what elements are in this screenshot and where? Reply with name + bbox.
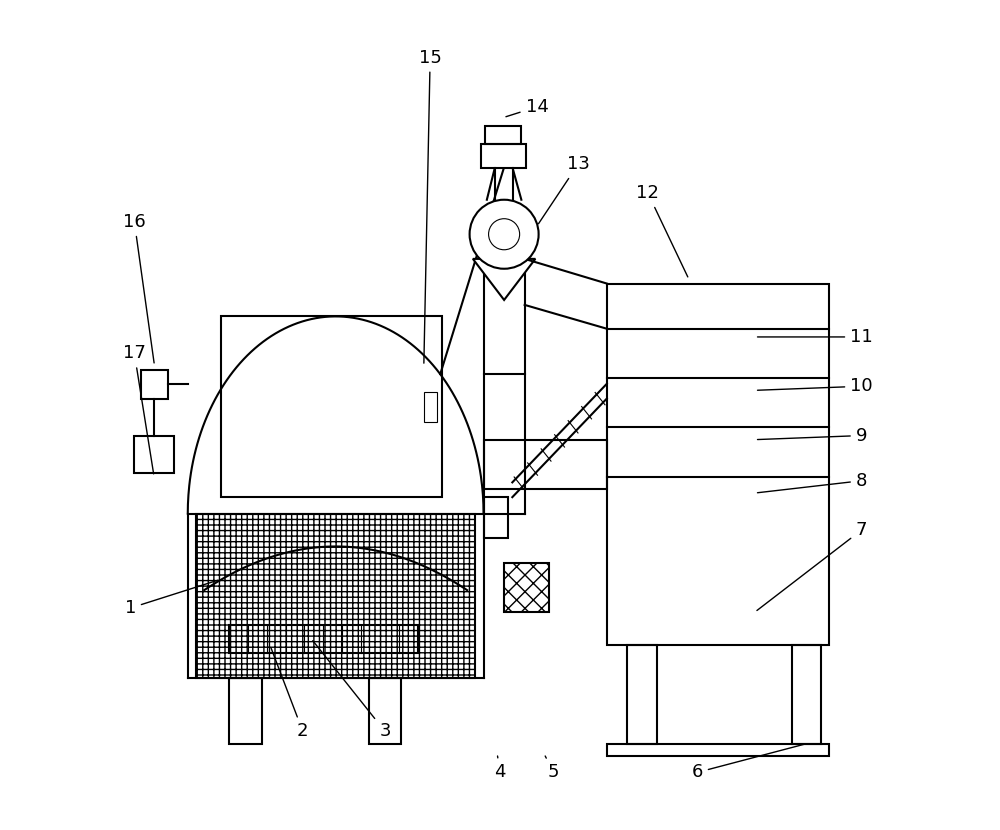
Text: 7: 7 — [757, 521, 867, 611]
Bar — [221, 316, 442, 497]
Bar — [424, 392, 437, 422]
Bar — [485, 126, 521, 144]
Bar — [481, 144, 526, 168]
Bar — [484, 259, 525, 374]
Bar — [792, 645, 821, 744]
Circle shape — [470, 200, 539, 269]
Text: 6: 6 — [692, 745, 804, 781]
Text: 2: 2 — [271, 647, 309, 740]
Bar — [484, 440, 607, 489]
Bar — [229, 678, 262, 744]
Text: 4: 4 — [494, 756, 506, 781]
Text: 9: 9 — [757, 427, 867, 445]
Text: 14: 14 — [506, 98, 548, 117]
Text: 10: 10 — [757, 378, 873, 395]
Text: 16: 16 — [123, 213, 154, 363]
Polygon shape — [473, 259, 535, 300]
Bar — [141, 370, 168, 398]
Circle shape — [489, 218, 520, 250]
Bar — [229, 624, 418, 653]
Text: 1: 1 — [125, 580, 218, 617]
Text: 17: 17 — [123, 344, 154, 474]
Text: 13: 13 — [539, 155, 589, 224]
Text: 8: 8 — [757, 471, 867, 493]
Bar — [627, 645, 657, 744]
Text: 12: 12 — [636, 184, 688, 277]
Text: 11: 11 — [757, 328, 873, 346]
Bar — [134, 436, 174, 472]
Bar — [607, 284, 829, 645]
Bar — [369, 678, 401, 744]
Text: 5: 5 — [545, 756, 559, 781]
Bar — [196, 514, 475, 678]
Text: 15: 15 — [419, 49, 442, 364]
Bar — [504, 563, 549, 613]
Text: 3: 3 — [313, 641, 391, 740]
Bar — [607, 744, 829, 756]
Bar — [484, 497, 508, 538]
